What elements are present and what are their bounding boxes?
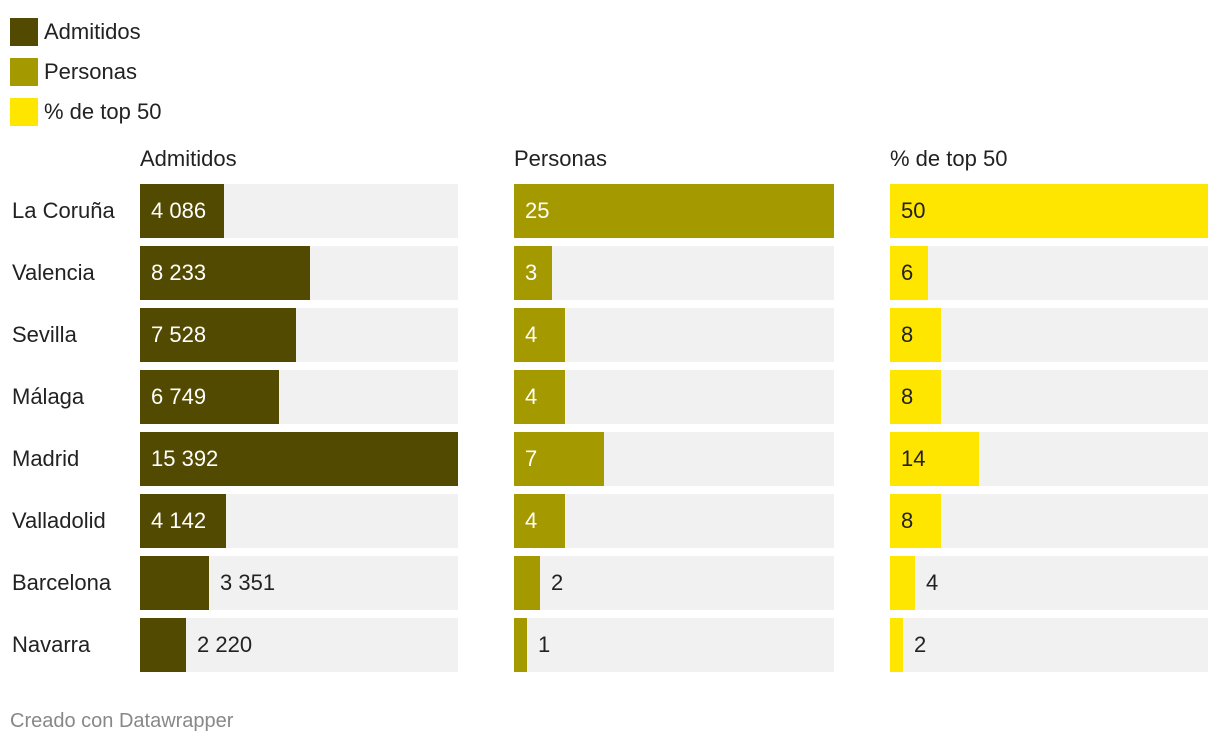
bar-track-personas-sevilla: 4 xyxy=(514,308,834,362)
bar-personas-valladolid xyxy=(514,494,565,548)
value-label-personas-valencia: 3 xyxy=(525,260,538,285)
bar-admitidos-valencia xyxy=(140,246,310,300)
value-label-pct-de-top-50-sevilla: 8 xyxy=(901,322,914,347)
bar-personas-navarra xyxy=(514,618,527,672)
bar-track-personas-valladolid: 4 xyxy=(514,494,834,548)
bar-pct-de-top-50-navarra xyxy=(890,618,903,672)
value-label-pct-de-top-50-la-coruna: 50 xyxy=(901,198,926,223)
value-label-pct-de-top-50-navarra: 2 xyxy=(914,632,927,657)
legend-swatch-admitidos xyxy=(10,18,38,46)
value-label-personas-la-coruna: 25 xyxy=(525,198,550,223)
bar-personas-madrid xyxy=(514,432,604,486)
bar-personas-malaga xyxy=(514,370,565,424)
value-label-admitidos-la-coruna: 4 086 xyxy=(151,198,207,223)
bar-pct-de-top-50-sevilla xyxy=(890,308,941,362)
legend-item-top50: % de top 50 xyxy=(10,92,161,132)
bar-track-admitidos-navarra: 2 220 xyxy=(140,618,458,672)
value-label-personas-sevilla: 4 xyxy=(525,322,538,347)
bar-personas-valencia xyxy=(514,246,552,300)
bar-track-admitidos-sevilla: 7 528 xyxy=(140,308,458,362)
bar-track-pct-de-top-50-madrid: 14 xyxy=(890,432,1208,486)
value-label-personas-madrid: 7 xyxy=(525,446,538,471)
row-label-valencia: Valencia xyxy=(12,260,95,285)
bar-track-personas-la-coruna: 25 xyxy=(514,184,834,238)
bar-track-personas-valencia: 3 xyxy=(514,246,834,300)
value-label-personas-barcelona: 2 xyxy=(551,570,564,595)
bar-track-personas-madrid: 7 xyxy=(514,432,834,486)
bar-track-admitidos-malaga: 6 749 xyxy=(140,370,458,424)
value-label-admitidos-valladolid: 4 142 xyxy=(151,508,207,533)
row-label-madrid: Madrid xyxy=(12,446,80,471)
bar-pct-de-top-50-madrid xyxy=(890,432,979,486)
bar-track-pct-de-top-50-valladolid: 8 xyxy=(890,494,1208,548)
bar-track-personas-navarra: 1 xyxy=(514,618,834,672)
bar-admitidos-la-coruna xyxy=(140,184,224,238)
bar-admitidos-valladolid xyxy=(140,494,226,548)
value-label-pct-de-top-50-malaga: 8 xyxy=(901,384,914,409)
bar-track-admitidos-la-coruna: 4 086 xyxy=(140,184,458,238)
value-label-admitidos-malaga: 6 749 xyxy=(151,384,207,409)
value-label-personas-malaga: 4 xyxy=(525,384,538,409)
bar-personas-sevilla xyxy=(514,308,565,362)
row-label-sevilla: Sevilla xyxy=(12,322,77,347)
bar-pct-de-top-50-la-coruna xyxy=(890,184,1208,238)
bar-pct-de-top-50-malaga xyxy=(890,370,941,424)
legend: Admitidos Personas % de top 50 xyxy=(10,12,161,132)
column-title-pct-de-top-50: % de top 50 xyxy=(890,146,1008,171)
legend-label-top50: % de top 50 xyxy=(44,99,162,124)
bar-track-admitidos-barcelona: 3 351 xyxy=(140,556,458,610)
bar-track-personas-malaga: 4 xyxy=(514,370,834,424)
value-label-pct-de-top-50-madrid: 14 xyxy=(901,446,926,471)
value-label-admitidos-madrid: 15 392 xyxy=(151,446,219,471)
legend-label-personas: Personas xyxy=(44,59,137,84)
bar-pct-de-top-50-valencia xyxy=(890,246,928,300)
row-label-navarra: Navarra xyxy=(12,632,91,657)
value-label-admitidos-sevilla: 7 528 xyxy=(151,322,207,347)
legend-swatch-personas xyxy=(10,58,38,86)
column-title-admitidos: Admitidos xyxy=(140,146,237,171)
bar-admitidos-navarra xyxy=(140,618,186,672)
bar-track-admitidos-madrid: 15 392 xyxy=(140,432,458,486)
bar-track-pct-de-top-50-la-coruna: 50 xyxy=(890,184,1208,238)
bar-track-pct-de-top-50-valencia: 6 xyxy=(890,246,1208,300)
bar-admitidos-sevilla xyxy=(140,308,296,362)
bar-admitidos-malaga xyxy=(140,370,279,424)
bar-track-pct-de-top-50-malaga: 8 xyxy=(890,370,1208,424)
value-label-admitidos-barcelona: 3 351 xyxy=(220,570,276,595)
row-label-la-coruna: La Coruña xyxy=(12,198,115,223)
footer-credit[interactable]: Creado con Datawrapper xyxy=(10,710,234,732)
bar-track-pct-de-top-50-sevilla: 8 xyxy=(890,308,1208,362)
value-label-admitidos-navarra: 2 220 xyxy=(197,632,253,657)
bar-track-pct-de-top-50-barcelona: 4 xyxy=(890,556,1208,610)
bar-admitidos-barcelona xyxy=(140,556,209,610)
bar-track-admitidos-valladolid: 4 142 xyxy=(140,494,458,548)
row-label-malaga: Málaga xyxy=(12,384,85,409)
value-label-pct-de-top-50-valencia: 6 xyxy=(901,260,914,285)
value-label-admitidos-valencia: 8 233 xyxy=(151,260,207,285)
legend-swatch-top50 xyxy=(10,98,38,126)
bar-track-admitidos-valencia: 8 233 xyxy=(140,246,458,300)
bar-pct-de-top-50-barcelona xyxy=(890,556,915,610)
bar-track-pct-de-top-50-navarra: 2 xyxy=(890,618,1208,672)
bar-pct-de-top-50-valladolid xyxy=(890,494,941,548)
bar-track-personas-barcelona: 2 xyxy=(514,556,834,610)
bar-personas-la-coruna xyxy=(514,184,834,238)
legend-item-personas: Personas xyxy=(10,52,161,92)
value-label-personas-navarra: 1 xyxy=(538,632,551,657)
legend-label-admitidos: Admitidos xyxy=(44,19,141,44)
row-label-valladolid: Valladolid xyxy=(12,508,106,533)
bar-admitidos-madrid xyxy=(140,432,458,486)
row-label-barcelona: Barcelona xyxy=(12,570,112,595)
bar-personas-barcelona xyxy=(514,556,540,610)
value-label-pct-de-top-50-valladolid: 8 xyxy=(901,508,914,533)
value-label-pct-de-top-50-barcelona: 4 xyxy=(926,570,939,595)
value-label-personas-valladolid: 4 xyxy=(525,508,538,533)
column-title-personas: Personas xyxy=(514,146,607,171)
legend-item-admitidos: Admitidos xyxy=(10,12,161,52)
